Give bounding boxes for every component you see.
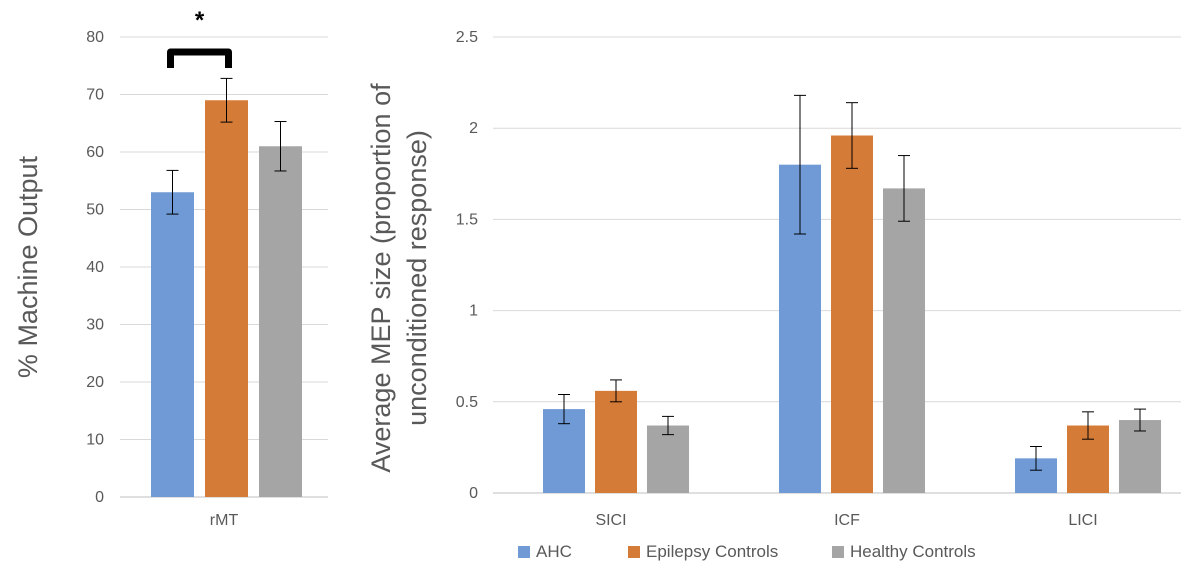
rmt-bar [259,146,302,497]
mep-bar [831,135,873,493]
rmt-y-tick-label: 50 [86,202,104,219]
mep-x-tick-label: ICF [834,512,860,529]
rmt-y-tick-label: 20 [86,374,104,391]
mep-x-tick-label: LICI [1068,512,1097,529]
rmt-bar [151,192,194,497]
mep-legend-swatch [628,546,640,558]
mep-y-axis-title: unconditioned response) [402,130,432,426]
rmt-significance-star: * [195,7,205,34]
rmt-y-axis-title: % Machine Output [13,155,43,378]
mep-legend-swatch [518,546,530,558]
rmt-significance-bracket [167,48,232,68]
rmt-bar [205,100,248,497]
mep-y-tick-label: 0.5 [456,394,478,411]
rmt-y-tick-label: 40 [86,259,104,276]
mep-y-tick-label: 1.5 [456,211,478,228]
rmt-y-tick-label: 0 [95,489,104,506]
rmt-y-tick-label: 70 [86,87,104,104]
mep-bar [595,390,637,493]
mep-y-axis-title: Average MEP size (proportion of [366,83,396,473]
mep-bar [883,188,925,493]
mep-bar [647,425,689,493]
mep-y-tick-label: 2.5 [456,29,478,46]
mep-legend-label: AHC [536,542,572,561]
rmt-y-tick-label: 30 [86,317,104,334]
rmt-y-tick-label: 80 [86,29,104,46]
rmt-y-tick-label: 10 [86,432,104,449]
mep-legend-label: Healthy Controls [850,542,976,561]
mep-y-tick-label: 1 [469,303,478,320]
mep-bar [1119,420,1161,493]
mep-legend-swatch [832,546,844,558]
rmt-y-tick-label: 60 [86,144,104,161]
rmt-x-tick-label: rMT [210,512,239,529]
mep-y-tick-label: 0 [469,485,478,502]
mep-y-tick-label: 2 [469,120,478,137]
mep-x-tick-label: SICI [595,512,626,529]
mep-chart: 0 0.5 1 1.5 2 2.5 SICI ICF LICI Average MEP size … [366,29,1181,561]
rmt-chart: 0 10 20 30 40 50 60 70 80 rMT % Machine Output * [13,7,328,529]
mep-legend-label: Epilepsy Controls [646,542,778,561]
